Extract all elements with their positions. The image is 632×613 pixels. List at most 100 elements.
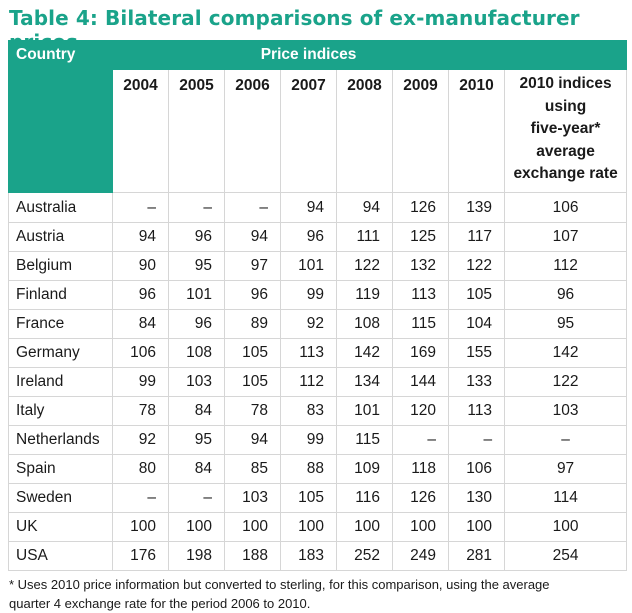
index-cell: 105 bbox=[224, 338, 281, 368]
index-cell: 96 bbox=[112, 280, 169, 310]
year-header: 2006 bbox=[224, 69, 281, 193]
index-cell: 252 bbox=[336, 541, 393, 571]
index-cell: 126 bbox=[392, 192, 449, 223]
average-index-cell: 114 bbox=[504, 483, 628, 513]
table-row: Australia – – –94 94 126 139 106 bbox=[8, 192, 628, 223]
average-index-cell: 122 bbox=[504, 367, 628, 397]
index-cell: 92 bbox=[112, 425, 169, 455]
table-row: Ireland 99 103 105 112 134 144 133 122 bbox=[8, 367, 628, 397]
index-cell: 139 bbox=[447, 192, 506, 223]
index-cell: 99 bbox=[280, 280, 337, 310]
table-row: Italy 78 84 78 83 101 120 113 103 bbox=[8, 396, 628, 426]
country-cell: Italy bbox=[8, 396, 113, 426]
index-cell: 104 bbox=[447, 309, 506, 339]
index-cell: 106 bbox=[447, 454, 506, 484]
average-index-cell: 112 bbox=[504, 251, 628, 281]
index-cell: 101 bbox=[336, 396, 393, 426]
index-cell: 94 bbox=[224, 425, 281, 455]
index-cell: 84 bbox=[112, 309, 169, 339]
index-cell: 115 bbox=[336, 425, 393, 455]
index-cell: 97 bbox=[224, 251, 281, 281]
table-row: Netherlands 92 95 94 99 115– – – bbox=[8, 425, 628, 455]
index-cell: 169 bbox=[392, 338, 449, 368]
year-header: 2004 bbox=[112, 69, 169, 193]
index-cell: 155 bbox=[447, 338, 506, 368]
index-cell: 144 bbox=[392, 367, 449, 397]
index-cell: 96 bbox=[280, 222, 337, 252]
index-cell: 78 bbox=[112, 396, 169, 426]
country-cell: Germany bbox=[8, 338, 113, 368]
index-cell: 105 bbox=[224, 367, 281, 397]
country-cell: Sweden bbox=[8, 483, 113, 513]
index-cell: 78 bbox=[224, 396, 281, 426]
year-header: 2007 bbox=[280, 69, 337, 193]
index-cell: 112 bbox=[280, 367, 337, 397]
index-cell: – bbox=[447, 425, 506, 455]
index-cell: 96 bbox=[224, 280, 281, 310]
index-cell: 120 bbox=[392, 396, 449, 426]
index-cell: 103 bbox=[168, 367, 225, 397]
average-index-cell: – bbox=[504, 425, 628, 455]
index-cell: 95 bbox=[168, 251, 225, 281]
index-cell: 94 bbox=[336, 192, 393, 223]
index-cell: – bbox=[392, 425, 449, 455]
index-cell: 100 bbox=[224, 512, 281, 542]
country-cell: Ireland bbox=[8, 367, 113, 397]
index-cell: 89 bbox=[224, 309, 281, 339]
index-cell: 116 bbox=[336, 483, 393, 513]
average-index-cell: 103 bbox=[504, 396, 628, 426]
index-cell: 109 bbox=[336, 454, 393, 484]
year-header: 2010 bbox=[447, 69, 506, 193]
index-cell: 103 bbox=[224, 483, 281, 513]
table-row: Germany 106 108 105 113 142 169 155 142 bbox=[8, 338, 628, 368]
index-cell: – bbox=[112, 483, 169, 513]
index-cell: 100 bbox=[168, 512, 225, 542]
five-year-average-header: 2010 indices using five-year* average ex… bbox=[504, 69, 628, 193]
index-cell: 188 bbox=[224, 541, 281, 571]
index-cell: 90 bbox=[112, 251, 169, 281]
index-cell: 126 bbox=[392, 483, 449, 513]
country-cell: Australia bbox=[8, 192, 113, 223]
index-cell: 88 bbox=[280, 454, 337, 484]
index-cell: 122 bbox=[336, 251, 393, 281]
year-header: 2008 bbox=[336, 69, 393, 193]
index-cell: 100 bbox=[112, 512, 169, 542]
country-header: Country bbox=[8, 40, 113, 193]
index-cell: – bbox=[112, 192, 169, 223]
index-cell: 94 bbox=[112, 222, 169, 252]
index-cell: 83 bbox=[280, 396, 337, 426]
table-row: Belgium 90 95 97 101 122 132 122 112 bbox=[8, 251, 628, 281]
index-cell: 100 bbox=[447, 512, 506, 542]
index-cell: – bbox=[168, 192, 225, 223]
country-cell: Netherlands bbox=[8, 425, 113, 455]
table-row: UK 100 100 100 100 100 100 100 100 bbox=[8, 512, 628, 542]
index-cell: 84 bbox=[168, 454, 225, 484]
index-cell: 101 bbox=[168, 280, 225, 310]
index-cell: 115 bbox=[392, 309, 449, 339]
country-cell: Belgium bbox=[8, 251, 113, 281]
index-cell: 130 bbox=[447, 483, 506, 513]
index-cell: 101 bbox=[280, 251, 337, 281]
index-cell: 100 bbox=[280, 512, 337, 542]
average-index-cell: 96 bbox=[504, 280, 628, 310]
table-row: Finland 96 101 96 99 119 113 105 96 bbox=[8, 280, 628, 310]
index-cell: 84 bbox=[168, 396, 225, 426]
index-cell: 99 bbox=[112, 367, 169, 397]
index-cell: 142 bbox=[336, 338, 393, 368]
index-cell: 85 bbox=[224, 454, 281, 484]
index-cell: 99 bbox=[280, 425, 337, 455]
footnote: * Uses 2010 price information but conver… bbox=[9, 575, 625, 613]
index-cell: – bbox=[168, 483, 225, 513]
price-indices-header: Price indices bbox=[111, 40, 506, 70]
index-cell: 176 bbox=[112, 541, 169, 571]
footnote-line-1: * Uses 2010 price information but conver… bbox=[9, 577, 550, 592]
index-cell: 94 bbox=[224, 222, 281, 252]
average-index-cell: 254 bbox=[504, 541, 628, 571]
country-cell: Finland bbox=[8, 280, 113, 310]
country-cell: UK bbox=[8, 512, 113, 542]
index-cell: 96 bbox=[168, 309, 225, 339]
index-cell: 80 bbox=[112, 454, 169, 484]
index-cell: 96 bbox=[168, 222, 225, 252]
index-cell: 100 bbox=[336, 512, 393, 542]
index-cell: 249 bbox=[392, 541, 449, 571]
